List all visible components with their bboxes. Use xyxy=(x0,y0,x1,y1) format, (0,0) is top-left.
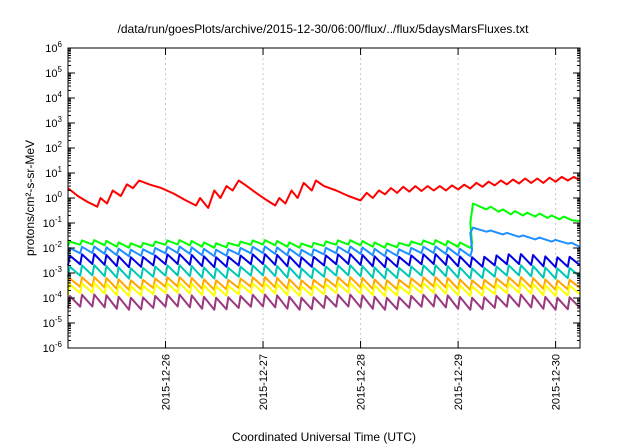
y-tick-label: 10-3 xyxy=(43,265,63,280)
y-tick-base: 10 xyxy=(45,168,57,180)
y-tick-exponent: 4 xyxy=(58,90,63,99)
y-tick-base: 10 xyxy=(43,343,55,355)
y-tick-base: 10 xyxy=(45,143,57,155)
x-tick-label: 2015-12-26 xyxy=(161,354,173,410)
y-tick-label: 10-2 xyxy=(43,240,63,255)
series-line-5 xyxy=(67,264,581,280)
y-tick-base: 10 xyxy=(43,268,55,280)
y-tick-exponent: -4 xyxy=(55,290,63,299)
y-tick-exponent: 1 xyxy=(58,165,63,174)
y-tick-base: 10 xyxy=(45,93,57,105)
y-tick-exponent: -2 xyxy=(55,240,63,249)
y-tick-label: 10-1 xyxy=(43,215,63,230)
y-tick-base: 10 xyxy=(43,218,55,230)
x-axis-label: Coordinated Universal Time (UTC) xyxy=(232,430,416,444)
x-tick-label: 2015-12-30 xyxy=(551,354,563,410)
y-tick-base: 10 xyxy=(45,43,57,55)
y-tick-base: 10 xyxy=(43,243,55,255)
y-tick-exponent: 2 xyxy=(58,140,63,149)
y-tick-base: 10 xyxy=(45,68,57,80)
series-line-4 xyxy=(67,253,581,269)
series-line-3 xyxy=(67,226,581,258)
x-tick-label: 2015-12-28 xyxy=(356,354,368,410)
y-axis-label: protons/cm²-s-sr-MeV xyxy=(23,140,37,256)
y-tick-label: 103 xyxy=(45,115,62,130)
series-line-2 xyxy=(67,202,581,249)
y-axis: 10-610-510-410-310-210-11001011021031041… xyxy=(43,40,580,355)
series-line-8 xyxy=(67,293,581,311)
series-group xyxy=(67,175,581,311)
grid-lines xyxy=(165,48,557,348)
y-tick-label: 106 xyxy=(45,40,62,55)
y-tick-label: 101 xyxy=(45,165,62,180)
y-tick-exponent: -3 xyxy=(55,265,63,274)
y-tick-label: 100 xyxy=(45,190,62,205)
x-tick-label: 2015-12-29 xyxy=(453,354,465,410)
y-tick-exponent: -6 xyxy=(55,340,63,349)
chart-title: /data/run/goesPlots/archive/2015-12-30/0… xyxy=(118,22,530,36)
y-tick-base: 10 xyxy=(45,118,57,130)
y-tick-exponent: -5 xyxy=(55,315,63,324)
y-tick-label: 105 xyxy=(45,65,62,80)
y-tick-base: 10 xyxy=(43,318,55,330)
series-line-6 xyxy=(67,276,581,291)
y-tick-label: 10-6 xyxy=(43,340,63,355)
y-tick-exponent: -1 xyxy=(55,215,63,224)
y-tick-exponent: 3 xyxy=(58,115,63,124)
y-tick-exponent: 6 xyxy=(58,40,63,49)
y-tick-base: 10 xyxy=(45,193,57,205)
x-tick-label: 2015-12-27 xyxy=(258,354,270,410)
y-tick-label: 102 xyxy=(45,140,62,155)
y-tick-label: 10-4 xyxy=(43,290,63,305)
y-tick-exponent: 0 xyxy=(58,190,63,199)
x-axis: 2015-12-26 2015-12-27 2015-12-28 2015-12-29… xyxy=(161,48,563,410)
series-line-1 xyxy=(67,175,581,209)
y-tick-label: 104 xyxy=(45,90,62,105)
y-tick-label: 10-5 xyxy=(43,315,63,330)
series-line-7 xyxy=(67,281,581,298)
y-tick-base: 10 xyxy=(43,293,55,305)
y-tick-exponent: 5 xyxy=(58,65,63,74)
